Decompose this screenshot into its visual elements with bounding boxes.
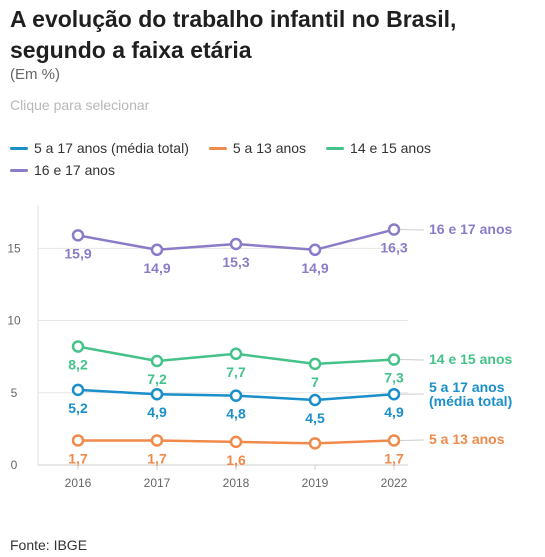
series-end-label: (média total) bbox=[429, 393, 512, 409]
legend-label-5-17: 5 a 17 anos (média total) bbox=[34, 140, 189, 156]
data-label: 7,3 bbox=[384, 370, 404, 386]
legend-swatch-16-17 bbox=[10, 168, 28, 172]
data-point bbox=[150, 354, 164, 368]
legend-item-16-17[interactable]: 16 e 17 anos bbox=[10, 162, 115, 178]
data-point bbox=[71, 434, 85, 447]
legend-item-14-15[interactable]: 14 e 15 anos bbox=[326, 140, 431, 156]
data-point bbox=[150, 387, 164, 401]
legend-label-14-15: 14 e 15 anos bbox=[350, 140, 432, 156]
data-label: 15,3 bbox=[222, 254, 249, 270]
series-end-label: 5 a 13 anos bbox=[429, 431, 505, 447]
legend-label-5-13: 5 a 13 anos bbox=[232, 140, 307, 156]
legend-item-5-17[interactable]: 5 a 17 anos (média total) bbox=[10, 140, 189, 156]
data-label: 4,5 bbox=[305, 410, 325, 426]
data-point bbox=[387, 387, 401, 401]
data-label: 1,7 bbox=[384, 450, 404, 466]
data-point bbox=[308, 393, 322, 407]
chart-title: A evolução do trabalho infantil no Brasi… bbox=[10, 6, 457, 63]
data-label: 15,9 bbox=[64, 245, 91, 261]
legend-row-1: 5 a 17 anos (média total) 5 a 13 anos 14… bbox=[10, 137, 540, 159]
data-label: 5,2 bbox=[68, 400, 88, 416]
y-tick-label: 0 bbox=[11, 458, 18, 472]
legend-swatch-5-17 bbox=[10, 146, 28, 150]
data-label: 8,2 bbox=[68, 357, 88, 373]
data-label: 4,9 bbox=[384, 404, 404, 420]
x-tick-label: 2019 bbox=[302, 476, 329, 490]
y-tick-label: 10 bbox=[7, 314, 21, 328]
data-point bbox=[387, 353, 401, 366]
legend-swatch-14-15 bbox=[326, 146, 345, 150]
x-tick-label: 2017 bbox=[144, 476, 171, 490]
source-note: Fonte: IBGE bbox=[10, 537, 88, 553]
data-label: 14,9 bbox=[301, 260, 328, 276]
series-end-label: 14 e 15 anos bbox=[429, 351, 512, 367]
data-label: 7,7 bbox=[226, 364, 246, 380]
data-label: 1,6 bbox=[226, 452, 246, 468]
legend: 5 a 17 anos (média total) 5 a 13 anos 14… bbox=[10, 137, 540, 181]
data-point bbox=[229, 389, 243, 402]
legend-label-16-17: 16 e 17 anos bbox=[34, 162, 115, 178]
data-label: 7,2 bbox=[147, 371, 167, 387]
data-point bbox=[308, 357, 322, 371]
data-point bbox=[387, 434, 401, 447]
data-label: 1,7 bbox=[147, 450, 167, 466]
data-point bbox=[229, 237, 243, 251]
select-hint: Clique para selecionar bbox=[10, 97, 150, 113]
data-point bbox=[71, 383, 85, 397]
data-point bbox=[308, 243, 322, 257]
x-tick-label: 2018 bbox=[223, 476, 250, 490]
legend-row-2: 16 e 17 anos bbox=[10, 159, 540, 181]
legend-item-5-13[interactable]: 5 a 13 anos bbox=[208, 140, 307, 156]
data-point bbox=[71, 340, 85, 353]
data-point bbox=[150, 434, 164, 447]
data-label: 16,3 bbox=[380, 240, 407, 256]
legend-swatch-5-13 bbox=[208, 146, 227, 150]
data-point bbox=[229, 435, 243, 449]
x-tick-label: 2016 bbox=[65, 476, 92, 490]
data-label: 7 bbox=[311, 374, 319, 390]
data-label: 14,9 bbox=[143, 260, 170, 276]
x-tick-label: 2022 bbox=[381, 476, 408, 490]
data-point bbox=[387, 223, 401, 236]
data-label: 1,7 bbox=[68, 450, 88, 466]
data-label: 4,9 bbox=[147, 404, 167, 420]
y-tick-label: 15 bbox=[7, 241, 21, 255]
data-point bbox=[71, 229, 85, 242]
data-point bbox=[150, 243, 164, 257]
data-point bbox=[308, 437, 322, 450]
data-label: 4,8 bbox=[226, 406, 246, 422]
data-point bbox=[229, 347, 243, 361]
series-end-label: 16 e 17 anos bbox=[429, 221, 512, 237]
series-end-label: 5 a 17 anos bbox=[429, 379, 505, 395]
chart-subtitle: (Em %) bbox=[10, 66, 60, 83]
y-tick-label: 5 bbox=[11, 386, 18, 400]
